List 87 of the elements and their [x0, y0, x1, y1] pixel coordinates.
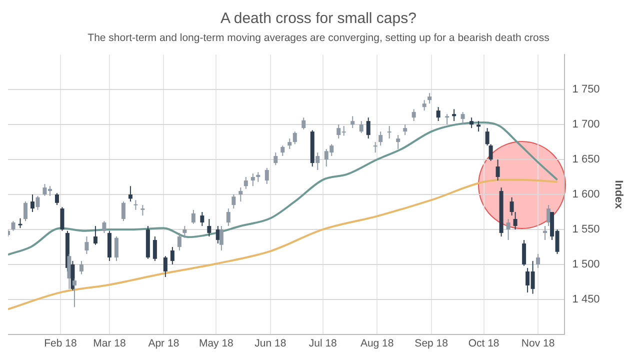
line-series: [8, 121, 558, 256]
candlestick: [152, 236, 157, 262]
x-tick-label: Apr 18: [148, 338, 180, 350]
candlestick: [460, 111, 465, 126]
x-tick-label: Feb 18: [44, 338, 77, 350]
candlestick: [302, 117, 306, 130]
candlestick: [510, 196, 514, 216]
candlestick: [256, 172, 260, 182]
candlestick: [264, 167, 269, 185]
candlestick: [207, 218, 212, 237]
y-tick-label: 1 500: [572, 258, 600, 270]
candlestick: [121, 200, 126, 222]
line-series: [8, 178, 558, 310]
y-axis-title: Index: [612, 180, 624, 210]
y-tick-label: 1 650: [572, 154, 600, 166]
candlestick: [244, 176, 248, 190]
x-tick-label: Nov 18: [521, 338, 555, 350]
candlestick: [412, 108, 416, 122]
candlestick: [182, 225, 187, 238]
candlestick: [470, 117, 474, 129]
y-tick-label: 1 600: [572, 188, 600, 201]
x-tick-label: Oct 18: [468, 338, 500, 350]
candlestick: [274, 152, 278, 166]
candlestick: [250, 173, 255, 187]
candlestick: [102, 220, 106, 234]
candlestick: [292, 131, 297, 145]
candlestick: [546, 204, 551, 226]
candlestick: [11, 220, 16, 232]
x-tick-label: Aug 18: [360, 338, 394, 350]
candlestick: [23, 200, 28, 222]
x-tick-label: Jul 18: [308, 338, 338, 350]
candlestick: [93, 225, 98, 246]
candlestick: [79, 260, 84, 275]
candlestick: [428, 92, 432, 104]
candlestick: [36, 195, 40, 210]
candlestick: [445, 114, 450, 126]
candlestick: [422, 100, 426, 112]
candlestick: [134, 200, 138, 210]
y-tick-label: 1 750: [572, 84, 600, 96]
chart-subtitle: The short-term and long-term moving averages are converging, setting up for a bearish death cross: [88, 32, 550, 44]
candlestick: [506, 218, 510, 240]
candlestick: [140, 204, 145, 216]
candlestick: [350, 116, 355, 129]
candlestick: [522, 239, 526, 266]
candlestick: [128, 186, 132, 202]
y-tick-label: 1 450: [572, 293, 600, 306]
candlestick: [280, 145, 285, 157]
candlestick: [163, 256, 168, 278]
candlestick: [30, 194, 34, 212]
candlestick: [84, 236, 89, 254]
candlestick: [476, 120, 481, 132]
candlestick: [226, 208, 230, 226]
candlestick: [54, 192, 59, 206]
x-tick-label: Mar 18: [93, 338, 126, 350]
candlestick: [436, 106, 440, 122]
candlestick: [177, 232, 182, 251]
x-tick-label: May 18: [198, 338, 234, 350]
y-tick-label: 1 550: [572, 224, 600, 236]
candlestick: [359, 120, 364, 134]
candlestick: [366, 117, 370, 140]
candlestick: [396, 134, 400, 150]
candlestick: [387, 125, 392, 140]
candlestick: [232, 194, 236, 209]
candlestick: [316, 152, 320, 171]
candlestick: [67, 253, 72, 290]
candlestick: [543, 225, 548, 240]
candlestick: [18, 218, 22, 229]
candlestick: [238, 187, 243, 202]
candlestick: [191, 209, 196, 224]
candlestick: [114, 236, 118, 262]
x-tick-label: Jun 18: [254, 338, 286, 350]
x-tick-label: Sep 18: [414, 338, 448, 350]
candlestick: [72, 278, 76, 308]
candlestick: [219, 225, 224, 251]
candlestick: [378, 131, 383, 146]
chart-title: A death cross for small caps?: [220, 10, 416, 28]
candlestick: [288, 138, 292, 150]
candlestick: [496, 159, 500, 182]
candlestick: [513, 211, 518, 230]
candlestick: [536, 253, 540, 268]
y-tick-label: 1 700: [572, 118, 600, 131]
candlestick: [403, 124, 408, 136]
candlestick: [200, 211, 204, 226]
candlestick: [170, 246, 174, 265]
candlestick: [373, 142, 378, 154]
candlestick: [60, 206, 64, 232]
candlestick: [452, 108, 456, 122]
